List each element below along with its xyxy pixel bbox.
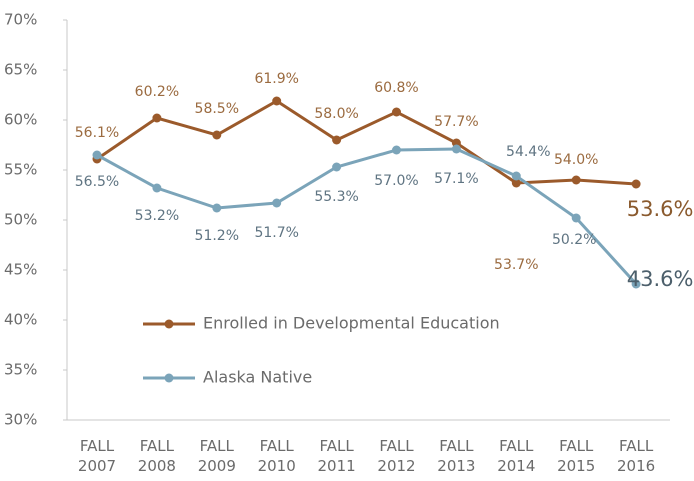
data-label: 58.0%: [314, 106, 358, 122]
data-label: 56.5%: [75, 174, 119, 190]
x-tick-label: FALL 2013: [437, 437, 476, 475]
x-tick-label: FALL 2011: [317, 437, 356, 475]
series-line: [96, 147, 638, 286]
y-tick-label: 35%: [4, 361, 37, 379]
data-point: [511, 171, 521, 181]
data-label: 57.7%: [434, 114, 478, 130]
data-label: 51.7%: [254, 225, 298, 241]
data-label: 50.2%: [552, 232, 596, 248]
data-label: 51.2%: [195, 228, 239, 244]
data-point: [272, 198, 282, 208]
y-tick-label: 70%: [4, 11, 37, 29]
y-tick-label: 45%: [4, 261, 37, 279]
x-tick-label: FALL 2009: [197, 437, 236, 475]
legend-marker: [164, 319, 174, 329]
y-tick-label: 30%: [4, 411, 37, 429]
data-point: [511, 178, 521, 188]
data-point: [332, 135, 342, 145]
y-tick-label: 65%: [4, 61, 37, 79]
data-label: 43.6%: [627, 267, 694, 291]
data-label: 54.4%: [506, 144, 550, 160]
x-tick-label: FALL 2010: [257, 437, 296, 475]
data-point: [631, 279, 641, 289]
data-point: [92, 150, 102, 160]
y-tick-label: 50%: [4, 211, 37, 229]
data-label: 58.5%: [195, 101, 239, 117]
data-label: 60.8%: [374, 80, 418, 96]
data-point: [451, 144, 461, 154]
data-point: [212, 130, 222, 140]
x-tick-label: FALL 2016: [617, 437, 656, 475]
data-point: [212, 203, 222, 213]
data-label: 55.3%: [314, 189, 358, 205]
y-tick-label: 60%: [4, 111, 37, 129]
data-point: [631, 179, 641, 189]
series-line: [96, 99, 637, 186]
x-tick-label: FALL 2014: [497, 437, 536, 475]
data-label: 57.0%: [374, 173, 418, 189]
data-label: 56.1%: [75, 125, 119, 141]
data-point: [392, 107, 401, 117]
data-point: [152, 113, 162, 123]
data-point: [272, 96, 282, 106]
y-tick-label: 55%: [4, 161, 37, 179]
legend-label: Enrolled in Developmental Education: [203, 314, 500, 333]
data-label: 54.0%: [554, 152, 598, 168]
x-tick-label: FALL 2008: [137, 437, 176, 475]
legend-label: Alaska Native: [203, 368, 312, 387]
x-tick-label: FALL 2007: [77, 437, 117, 475]
x-tick-label: FALL 2015: [557, 437, 596, 475]
y-tick-label: 40%: [4, 311, 37, 329]
data-label: 53.7%: [494, 257, 538, 273]
data-point: [152, 183, 162, 193]
data-label: 53.2%: [135, 208, 179, 224]
data-point: [571, 213, 581, 223]
legend-marker: [164, 373, 174, 383]
data-label: 57.1%: [434, 171, 478, 187]
data-point: [332, 162, 342, 172]
data-point: [392, 145, 401, 155]
x-tick-label: FALL 2012: [377, 437, 416, 475]
data-label: 60.2%: [135, 84, 179, 100]
data-point: [571, 175, 581, 185]
data-label: 61.9%: [254, 71, 298, 87]
data-label: 53.6%: [627, 197, 694, 221]
